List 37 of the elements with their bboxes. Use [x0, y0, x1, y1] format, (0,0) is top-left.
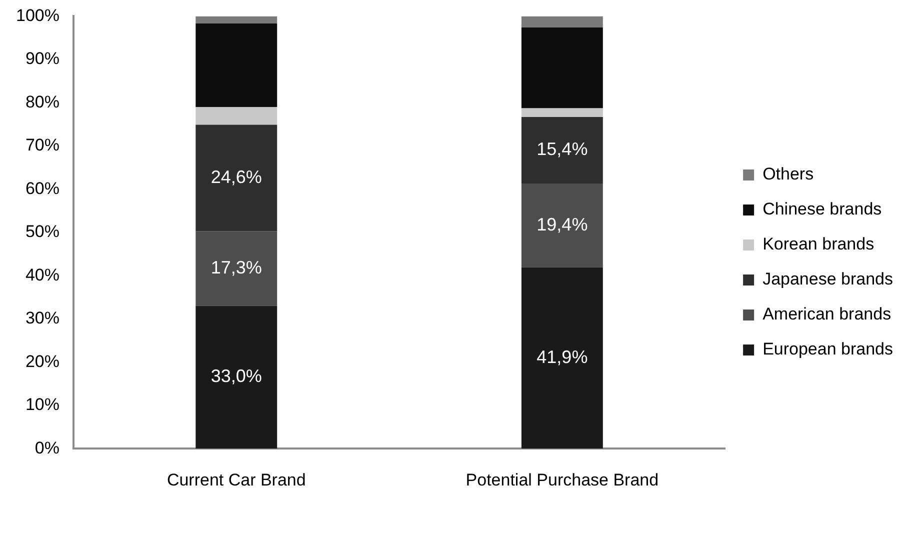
bar [196, 231, 278, 306]
y-tick-label: 90% [25, 49, 60, 68]
y-tick-label: 70% [25, 136, 60, 155]
bar [521, 16, 603, 28]
bar [196, 107, 278, 125]
y-tick-label: 100% [16, 6, 60, 25]
x-tick-label: Potential Purchase Brand [466, 470, 659, 490]
data-label: 15,4% [536, 139, 588, 160]
bar [521, 27, 603, 108]
bar [521, 267, 603, 449]
legend-label: Others [762, 164, 814, 184]
data-label: 33,0% [210, 366, 262, 386]
data-label: 24,6% [210, 166, 262, 187]
bar [521, 184, 603, 268]
y-tick-label: 50% [25, 222, 60, 242]
x-tick-label: Current Car Brand [166, 470, 306, 490]
y-tick-label: 0% [34, 438, 60, 458]
bar [521, 108, 603, 117]
y-tick-label: 20% [25, 352, 60, 371]
bar [196, 24, 278, 108]
y-tick-label: 60% [25, 178, 60, 198]
legend-label: Japanese brands [762, 270, 894, 289]
y-tick-label: 10% [25, 395, 60, 414]
data-label: 17,3% [210, 257, 262, 278]
bar [196, 306, 278, 449]
data-label: 41,9% [536, 346, 588, 367]
y-tick-label: 30% [25, 308, 60, 328]
legend-label: European brands [762, 340, 894, 359]
legend-label: Korean brands [762, 234, 874, 254]
y-tick-label: 40% [25, 265, 60, 284]
legend-label: American brands [762, 304, 892, 324]
bar [196, 124, 278, 232]
data-label: 19,4% [536, 214, 588, 234]
bar [196, 16, 278, 24]
legend-label: Chinese brands [762, 200, 882, 219]
bar [521, 116, 603, 184]
y-tick-label: 80% [25, 92, 60, 112]
